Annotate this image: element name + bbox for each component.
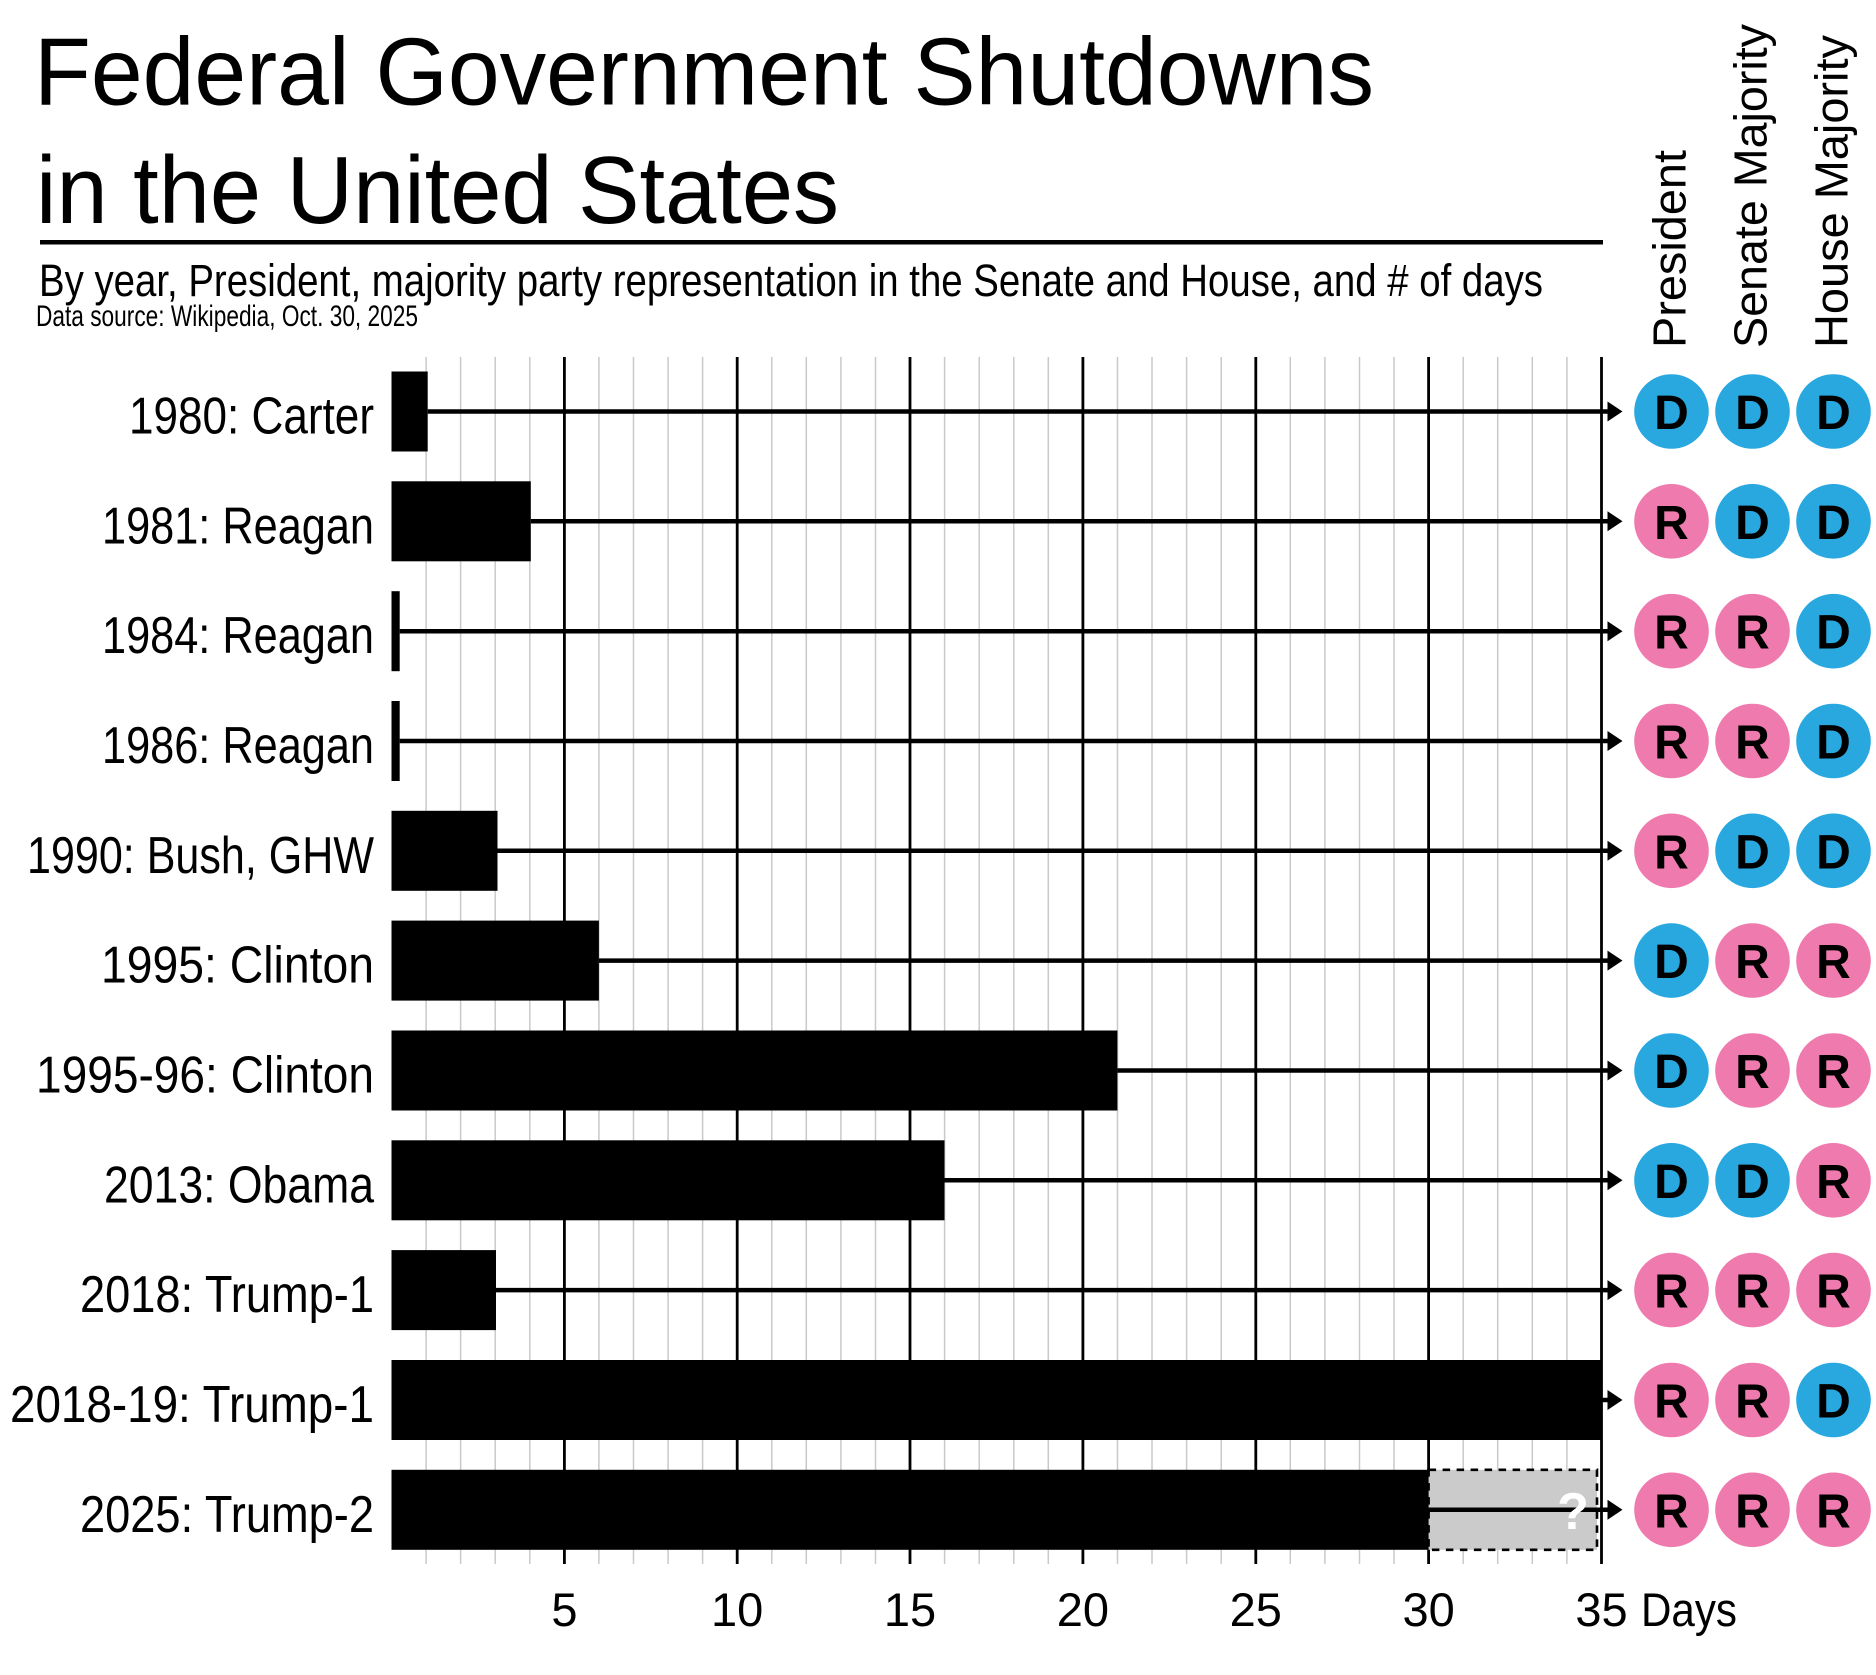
svg-text:R: R (1654, 717, 1689, 770)
svg-text:R: R (1735, 1266, 1770, 1319)
svg-text:2025: Trump-2: 2025: Trump-2 (80, 1486, 374, 1544)
svg-text:1984: Reagan: 1984: Reagan (102, 607, 374, 665)
svg-text:R: R (1654, 1266, 1689, 1319)
svg-text:D: D (1654, 936, 1689, 989)
svg-text:in the United States: in the United States (36, 137, 839, 244)
svg-text:D: D (1654, 1046, 1689, 1099)
svg-text:1980: Carter: 1980: Carter (129, 388, 374, 446)
svg-text:R: R (1735, 1046, 1770, 1099)
svg-text:R: R (1735, 607, 1770, 660)
svg-text:1990: Bush, GHW: 1990: Bush, GHW (27, 827, 374, 885)
svg-text:R: R (1816, 1046, 1851, 1099)
svg-text:D: D (1735, 387, 1770, 440)
svg-text:25: 25 (1230, 1583, 1282, 1636)
svg-text:Federal Government Shutdowns: Federal Government Shutdowns (34, 19, 1374, 126)
svg-text:Days: Days (1641, 1583, 1737, 1636)
svg-text:House Majority: House Majority (1806, 35, 1858, 348)
svg-text:R: R (1735, 1485, 1770, 1538)
svg-text:1986: Reagan: 1986: Reagan (102, 717, 374, 775)
svg-text:R: R (1654, 1485, 1689, 1538)
svg-text:D: D (1654, 1156, 1689, 1209)
svg-text:20: 20 (1057, 1583, 1109, 1636)
svg-text:2018-19: Trump-1: 2018-19: Trump-1 (10, 1376, 374, 1434)
svg-text:R: R (1654, 497, 1689, 550)
svg-text:10: 10 (711, 1583, 763, 1636)
svg-text:R: R (1816, 1266, 1851, 1319)
svg-text:D: D (1735, 826, 1770, 879)
svg-text:R: R (1816, 1156, 1851, 1209)
svg-text:D: D (1735, 1156, 1770, 1209)
svg-text:D: D (1735, 497, 1770, 550)
svg-text:1995: Clinton: 1995: Clinton (101, 937, 374, 995)
svg-text:D: D (1816, 1376, 1851, 1429)
svg-text:D: D (1816, 497, 1851, 550)
svg-text:President: President (1644, 150, 1696, 348)
svg-text:D: D (1816, 387, 1851, 440)
svg-text:By year, President, majority p: By year, President, majority party repre… (39, 255, 1543, 306)
svg-text:D: D (1816, 717, 1851, 770)
svg-text:1981: Reagan: 1981: Reagan (102, 497, 374, 555)
svg-text:R: R (1816, 936, 1851, 989)
svg-text:2018: Trump-1: 2018: Trump-1 (80, 1266, 374, 1324)
svg-text:1995-96: Clinton: 1995-96: Clinton (36, 1047, 374, 1105)
svg-text:R: R (1654, 826, 1689, 879)
svg-text:R: R (1654, 1376, 1689, 1429)
svg-text:R: R (1735, 936, 1770, 989)
svg-text:Senate Majority: Senate Majority (1725, 24, 1777, 348)
svg-text:Data source: Wikipedia, Oct. 3: Data source: Wikipedia, Oct. 30, 2025 (36, 300, 418, 333)
svg-text:D: D (1816, 607, 1851, 660)
svg-text:2013: Obama: 2013: Obama (104, 1156, 374, 1214)
svg-text:R: R (1735, 717, 1770, 770)
svg-text:D: D (1816, 826, 1851, 879)
svg-text:15: 15 (884, 1583, 936, 1636)
svg-text:5: 5 (551, 1583, 577, 1636)
svg-text:?: ? (1557, 1483, 1589, 1541)
svg-text:R: R (1816, 1485, 1851, 1538)
svg-text:D: D (1654, 387, 1689, 440)
svg-text:R: R (1735, 1376, 1770, 1429)
svg-text:R: R (1654, 607, 1689, 660)
svg-text:30: 30 (1402, 1583, 1454, 1636)
svg-text:35: 35 (1575, 1583, 1627, 1636)
